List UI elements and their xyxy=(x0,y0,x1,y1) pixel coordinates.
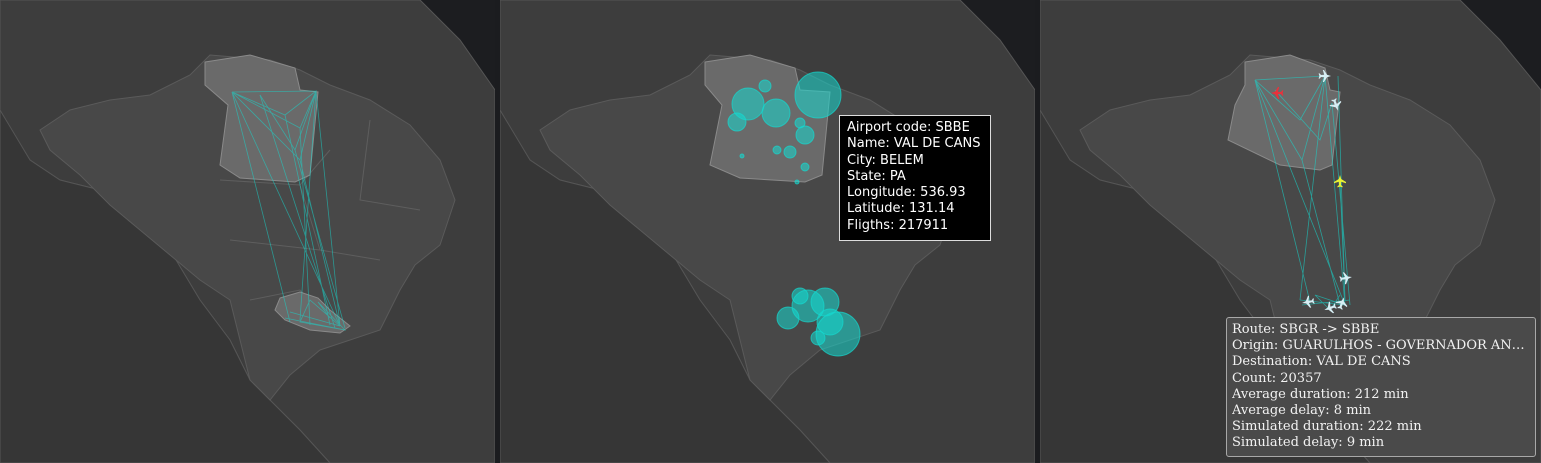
route-lines xyxy=(1254,75,1351,311)
airport-bubble[interactable] xyxy=(776,306,800,330)
airport-bubble[interactable] xyxy=(772,145,782,155)
flight-simulation-map[interactable]: Route: SBGR -> SBBE Origin: GUARULHOS - … xyxy=(1040,0,1541,463)
airport-longitude: Longitude: 536.93 xyxy=(847,185,966,201)
route-tooltip: Route: SBGR -> SBBE Origin: GUARULHOS - … xyxy=(1226,317,1536,457)
airport-bubble[interactable] xyxy=(758,79,772,93)
route-network-map[interactable] xyxy=(0,0,495,463)
airport-latitude: Latitude: 131.14 xyxy=(847,201,955,217)
airport-bubble[interactable] xyxy=(761,98,791,128)
airport-bubble[interactable] xyxy=(810,330,826,346)
airport-bubble[interactable] xyxy=(794,71,842,119)
route-sim-duration: Simulated duration: 222 min xyxy=(1232,419,1422,435)
airport-bubble[interactable] xyxy=(816,308,844,336)
route-avg-delay: Average delay: 8 min xyxy=(1232,403,1372,419)
airport-code: Airport code: SBBE xyxy=(847,120,970,135)
airport-bubble[interactable] xyxy=(800,162,810,172)
airport-bubble[interactable] xyxy=(731,87,765,121)
airport-bubble-map[interactable]: Airport code: SBBE Name: VAL DE CANS Cit… xyxy=(500,0,1035,463)
route-label: Route: SBGR -> SBBE xyxy=(1232,322,1380,337)
airport-bubble[interactable] xyxy=(794,117,806,129)
route-network-svg xyxy=(0,0,495,463)
route-count: Count: 20357 xyxy=(1232,370,1322,386)
airport-bubble[interactable] xyxy=(727,112,747,132)
airport-state: State: PA xyxy=(847,168,906,184)
route-origin: Origin: GUARULHOS - GOVERNADOR ANDRÉ FRA… xyxy=(1232,338,1530,354)
route-sim-delay: Simulated delay: 9 min xyxy=(1232,435,1385,451)
airport-city: City: BELEM xyxy=(847,152,924,168)
brazil-shape xyxy=(39,54,456,401)
route-lines xyxy=(231,89,347,331)
airport-bubble[interactable] xyxy=(791,287,809,305)
airport-tooltip: Airport code: SBBE Name: VAL DE CANS Cit… xyxy=(839,115,991,241)
airport-bubbles[interactable] xyxy=(727,71,861,357)
airport-name: Name: VAL DE CANS xyxy=(847,136,981,152)
airport-flights: Fligths: 217911 xyxy=(847,217,949,233)
airport-bubble[interactable] xyxy=(739,153,745,159)
airport-bubble[interactable] xyxy=(783,145,797,159)
airport-bubble[interactable] xyxy=(795,125,815,145)
route-destination: Destination: VAL DE CANS xyxy=(1232,354,1411,370)
route-avg-duration: Average duration: 212 min xyxy=(1232,386,1409,402)
airport-bubble[interactable] xyxy=(794,179,800,185)
